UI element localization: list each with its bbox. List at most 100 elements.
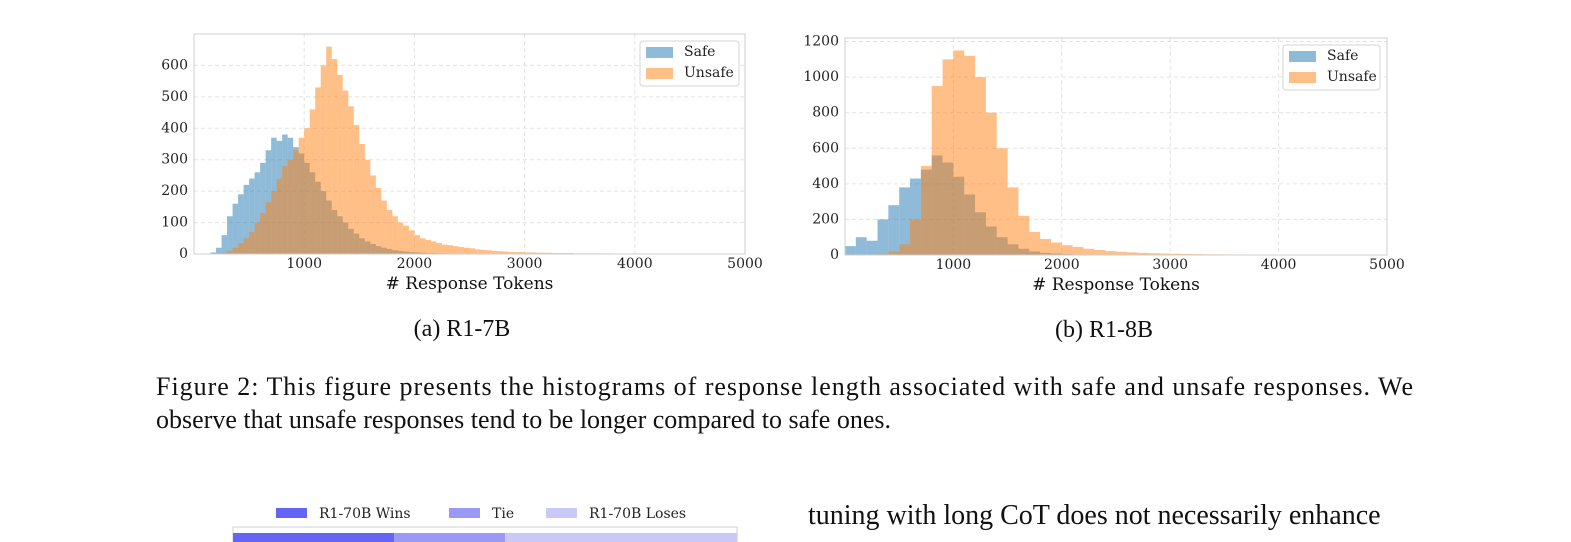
x-tick-label: 5000 [1369,257,1405,273]
histogram-bar [1007,187,1019,255]
histogram-bar [866,240,878,255]
x-tick-label: 2000 [397,256,433,272]
histogram-bar [265,202,272,254]
histogram-bar [408,230,415,254]
histogram-bar [1181,253,1192,255]
histogram-bar [996,148,1008,255]
histogram-bar [458,247,464,254]
histogram-bar [964,55,976,256]
histogram-bar [430,241,437,254]
legend-swatch [646,68,673,79]
histogram-bar [1050,242,1062,255]
histogram-bar [530,252,536,254]
histogram-bar [452,246,459,254]
histogram-bar [513,252,520,254]
legend-swatch [449,508,480,518]
histogram-bar [877,219,889,255]
histogram-bar [232,203,239,254]
y-tick-label: 400 [812,176,839,192]
y-tick-label: 1000 [803,69,839,85]
y-tick-label: 0 [830,247,839,263]
histogram-bar [364,159,371,254]
histogram-bar [541,252,547,254]
legend-label: R1-70B Wins [319,506,411,522]
histogram-bar [1083,248,1095,255]
histogram-bar [910,178,921,255]
histogram-bar [386,210,393,254]
legend-swatch [1289,72,1316,83]
y-tick-label: 300 [161,152,188,168]
histogram-bar [1137,252,1149,255]
histogram-bar [221,252,228,254]
bar-segment [505,533,737,542]
histogram-bar [309,109,316,254]
y-tick-label: 500 [161,89,188,105]
histogram-bar [910,219,921,255]
histogram-bar [320,65,327,254]
histogram-bar [1040,238,1051,255]
histogram-bar [855,237,867,255]
histogram-bar [276,178,283,254]
histogram-bar [243,238,250,254]
histogram-bar [353,125,360,255]
y-tick-label: 200 [161,183,188,199]
x-axis-label: # Response Tokens [1032,275,1200,295]
legend-swatch [1289,51,1316,62]
histogram-bar [260,213,266,254]
histogram-bar [1126,252,1138,255]
legend-label: Unsafe [684,65,734,81]
histogram-bar [392,216,398,254]
y-tick-label: 100 [161,215,188,231]
y-tick-label: 400 [161,120,188,136]
y-tick-label: 1200 [803,34,839,50]
histogram-bar [1159,253,1171,255]
histogram-bar [1148,253,1160,255]
x-tick-label: 3000 [507,256,543,272]
x-tick-label: 4000 [617,256,653,272]
histogram-bar [1061,245,1073,255]
histogram-bar [375,188,382,254]
histogram-bar [491,250,498,254]
histogram-bar [975,77,986,255]
bar-segment [394,533,506,542]
histogram-bar [227,250,233,254]
histogram-bar [238,243,244,254]
histogram-bar [254,222,261,254]
histogram-bar [1072,246,1084,255]
histogram-bar [342,90,349,254]
histogram-bar [359,144,365,254]
histogram-bar [1170,253,1182,255]
histogram-bar [1116,251,1127,255]
legend-swatch [646,47,673,58]
histogram-bar [1105,251,1116,255]
histogram-bar [260,162,266,254]
histogram-bar [419,238,426,254]
histogram-bar [221,235,228,254]
legend-label: R1-70B Loses [589,506,686,522]
x-tick-label: 3000 [1152,257,1188,273]
histogram-bar [888,251,900,255]
figure-caption: observe that unsafe responses tend to be… [156,405,891,434]
bar-segment [233,533,395,542]
histogram-bar [216,247,222,254]
histogram-bar [441,244,448,254]
y-tick-label: 600 [812,140,839,156]
histogram-bar [210,252,217,254]
histogram-bar [282,166,288,254]
legend-label: Tie [492,506,514,522]
y-tick-label: 800 [812,105,839,121]
histogram-bar [397,222,404,254]
legend-label: Unsafe [1327,69,1377,85]
histogram-bar [519,252,525,254]
figure-caption: Figure 2: This figure presents the histo… [156,372,1413,401]
histogram-bar [348,106,354,255]
x-axis-label: # Response Tokens [386,274,554,294]
histogram-bar [546,252,553,254]
histogram-bar [1094,250,1106,255]
histogram-bar [293,150,299,254]
histogram-bar [249,232,255,254]
x-tick-label: 4000 [1261,257,1297,273]
histogram-bar [985,112,997,255]
histogram-bar [463,247,470,254]
